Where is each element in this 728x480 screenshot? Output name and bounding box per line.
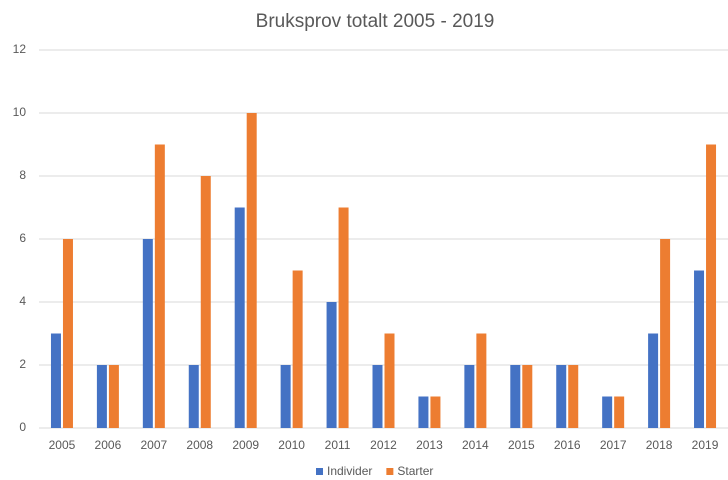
legend-swatch [316, 468, 323, 475]
bar [522, 365, 533, 428]
bar [384, 333, 395, 428]
bar [188, 365, 199, 428]
bar [430, 396, 441, 428]
x-tick-label: 2017 [600, 438, 627, 452]
bar [706, 144, 717, 428]
bar [246, 113, 257, 428]
x-tick-label: 2014 [462, 438, 489, 452]
y-tick-label: 4 [19, 294, 26, 308]
y-tick-label: 6 [19, 231, 26, 245]
bar [154, 144, 165, 428]
x-tick-label: 2016 [554, 438, 581, 452]
bar [660, 239, 671, 428]
x-tick-label: 2009 [232, 438, 259, 452]
x-tick-label: 2008 [186, 438, 213, 452]
bar [234, 207, 245, 428]
x-tick-label: 2019 [692, 438, 719, 452]
y-tick-label: 12 [13, 42, 27, 56]
bar [568, 365, 579, 428]
bar [50, 333, 61, 428]
bar [292, 270, 303, 428]
y-tick-label: 2 [19, 357, 26, 371]
bar [326, 302, 337, 428]
bar [694, 270, 705, 428]
bar [648, 333, 659, 428]
bar [602, 396, 613, 428]
bar [96, 365, 107, 428]
bar [418, 396, 429, 428]
legend-label: Individer [327, 464, 372, 478]
y-tick-label: 8 [19, 168, 26, 182]
x-tick-label: 2012 [370, 438, 397, 452]
bar [476, 333, 487, 428]
bar [464, 365, 475, 428]
bar [280, 365, 291, 428]
legend-swatch [386, 468, 394, 475]
x-tick-label: 2018 [646, 438, 673, 452]
x-tick-label: 2006 [95, 438, 122, 452]
chart-title: Bruksprov totalt 2005 - 2019 [256, 11, 495, 32]
x-tick-label: 2015 [508, 438, 535, 452]
legend-label: Starter [397, 464, 433, 478]
bar [556, 365, 567, 428]
bar [200, 176, 211, 428]
y-tick-label: 0 [19, 420, 26, 434]
bar [108, 365, 119, 428]
bar [338, 207, 349, 428]
x-tick-label: 2011 [325, 438, 351, 452]
bar [142, 239, 153, 428]
x-tick-label: 2007 [140, 438, 167, 452]
x-tick-label: 2013 [416, 438, 443, 452]
bar [510, 365, 521, 428]
y-tick-label: 10 [13, 105, 27, 119]
bar [614, 396, 625, 428]
x-tick-label: 2005 [49, 438, 76, 452]
bar [62, 239, 73, 428]
bar [372, 365, 383, 428]
x-tick-label: 2010 [278, 438, 305, 452]
